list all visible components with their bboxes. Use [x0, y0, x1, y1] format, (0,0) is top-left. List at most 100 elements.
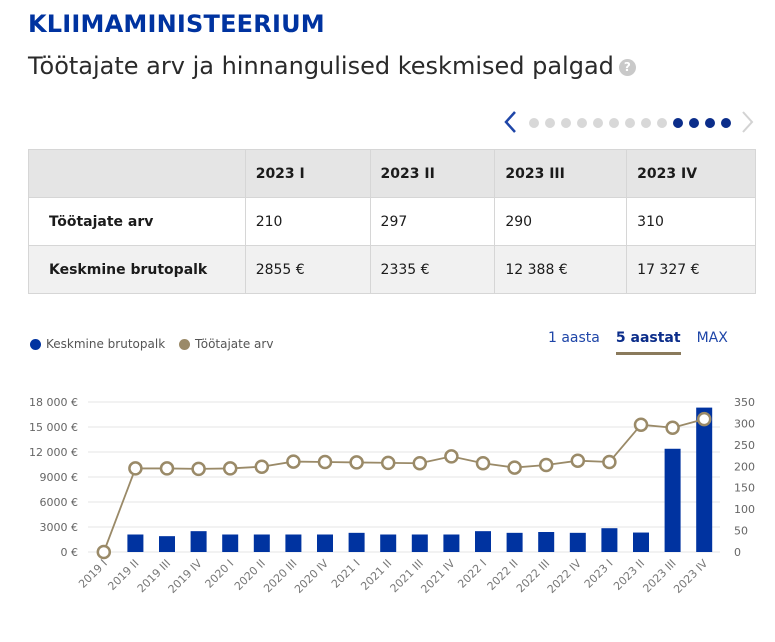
left-tick-label: 0 €: [61, 546, 79, 559]
x-tick-label: 2023 IV: [671, 557, 710, 596]
pager-dot[interactable]: [609, 118, 619, 128]
table-cell: 290: [494, 197, 628, 246]
pager-dot[interactable]: [529, 118, 539, 128]
salary-employees-chart: 0 € 3000 € 6000 € 9000 € 12 000 € 15 000 € 18 …: [29, 396, 755, 596]
ministry-name: KLIIMAMINISTEERIUM: [28, 10, 325, 38]
table-cell: 2855 €: [244, 245, 371, 294]
employees-point[interactable]: [444, 449, 459, 464]
table-header-cell: 2023 II: [369, 149, 496, 198]
employees-point[interactable]: [665, 420, 680, 435]
employees-point[interactable]: [317, 454, 333, 470]
salary-bar[interactable]: [190, 531, 207, 552]
legend-swatch-employees: [178, 338, 190, 350]
pager-dot[interactable]: [593, 118, 603, 128]
employees-point[interactable]: [254, 459, 270, 474]
salary-bar[interactable]: [253, 534, 270, 553]
legend-item-employees[interactable]: Töötajate arv: [178, 337, 274, 351]
x-tick-label: 2019 IV: [166, 557, 205, 596]
salary-bar[interactable]: [159, 536, 175, 552]
pager-dot[interactable]: [641, 118, 651, 128]
pager-dot[interactable]: [673, 118, 683, 128]
employees-point[interactable]: [380, 455, 396, 471]
employees-point[interactable]: [602, 454, 617, 470]
chevron-left-icon[interactable]: [503, 110, 519, 134]
salary-bar[interactable]: [317, 534, 333, 553]
chart-legend: Keskmine brutopalk Töötajate arv: [30, 337, 283, 353]
table-cell: 210: [244, 197, 371, 246]
employees-point[interactable]: [507, 460, 522, 475]
right-tick-label: 200: [734, 460, 755, 473]
employees-point[interactable]: [349, 455, 364, 470]
page-title: Töötajate arv ja hinnangulised keskmised…: [28, 52, 636, 80]
salary-bar[interactable]: [475, 531, 491, 552]
left-tick-label: 18 000 €: [29, 396, 78, 409]
employees-point[interactable]: [222, 461, 238, 476]
salary-bar[interactable]: [443, 534, 460, 553]
pager-dot[interactable]: [689, 118, 699, 128]
right-tick-label: 150: [734, 482, 755, 495]
salary-bar[interactable]: [696, 407, 713, 552]
pager-dot[interactable]: [721, 118, 731, 128]
pager-dot[interactable]: [625, 118, 635, 128]
table-cell: 12 388 €: [494, 245, 628, 294]
x-tick-label: 2020 I: [203, 557, 237, 591]
range-max[interactable]: MAX: [696, 330, 728, 346]
x-tick-label: 2021 I: [329, 557, 363, 591]
employees-point[interactable]: [475, 456, 491, 471]
right-tick-label: 0: [734, 546, 741, 559]
legend-item-salary[interactable]: Keskmine brutopalk: [30, 337, 165, 351]
pager-dot[interactable]: [705, 118, 715, 128]
x-tick-label: 2019 I: [76, 557, 110, 591]
chevron-right-icon[interactable]: [739, 110, 755, 134]
table-header-cell: 2023 III: [494, 149, 628, 198]
salary-bar[interactable]: [506, 532, 523, 552]
employees-point[interactable]: [633, 417, 649, 432]
salary-bar[interactable]: [664, 448, 681, 552]
salary-bar[interactable]: [127, 534, 144, 553]
table-row: Töötajate arv 210 297 290 310: [28, 197, 756, 246]
employees-point[interactable]: [412, 456, 428, 471]
salary-bar[interactable]: [348, 532, 365, 552]
legend-swatch-salary: [30, 338, 41, 350]
x-tick-label: 2023 I: [582, 557, 616, 591]
employees-point[interactable]: [191, 461, 206, 477]
range-1-year[interactable]: 1 aasta: [548, 330, 600, 346]
row-label: Keskmine brutopalk: [28, 245, 246, 294]
legend-label-employees: Töötajate arv: [194, 337, 274, 351]
salary-bar[interactable]: [601, 528, 618, 552]
help-icon[interactable]: ?: [618, 58, 636, 76]
legend-label-salary: Keskmine brutopalk: [46, 337, 166, 351]
left-tick-label: 12 000 €: [29, 446, 78, 459]
x-tick-label: 2022 IV: [545, 557, 584, 596]
salary-bar[interactable]: [222, 534, 239, 553]
row-label: Töötajate arv: [28, 197, 246, 246]
range-5-years[interactable]: 5 aastat: [615, 330, 681, 355]
employees-point[interactable]: [96, 544, 112, 560]
right-tick-label: 100: [734, 503, 755, 516]
salary-bar[interactable]: [569, 532, 586, 552]
employees-point[interactable]: [128, 461, 143, 476]
pager-dot[interactable]: [657, 118, 667, 128]
period-pager: [503, 110, 763, 134]
right-tick-label: 350: [734, 396, 755, 409]
employees-point[interactable]: [696, 411, 712, 427]
pager-dot[interactable]: [561, 118, 571, 128]
salary-bar[interactable]: [633, 532, 649, 552]
salary-bar[interactable]: [411, 534, 428, 553]
table-header-cell: [28, 149, 246, 198]
employees-point[interactable]: [570, 453, 586, 468]
left-tick-label: 3000 €: [40, 521, 79, 534]
employees-point[interactable]: [286, 454, 301, 469]
pager-dot[interactable]: [577, 118, 587, 128]
salary-bar[interactable]: [380, 534, 397, 553]
table-row: Keskmine brutopalk 2855 € 2335 € 12 388 …: [28, 245, 756, 294]
employees-point[interactable]: [159, 461, 175, 476]
range-selector: 1 aasta 5 aastat MAX: [548, 330, 744, 355]
right-tick-label: 50: [734, 525, 748, 538]
salary-bar[interactable]: [538, 532, 555, 552]
table-cell: 310: [626, 197, 756, 246]
employees-point[interactable]: [538, 457, 554, 473]
pager-dot[interactable]: [545, 118, 555, 128]
table-cell: 297: [369, 197, 496, 246]
salary-bar[interactable]: [285, 534, 302, 553]
